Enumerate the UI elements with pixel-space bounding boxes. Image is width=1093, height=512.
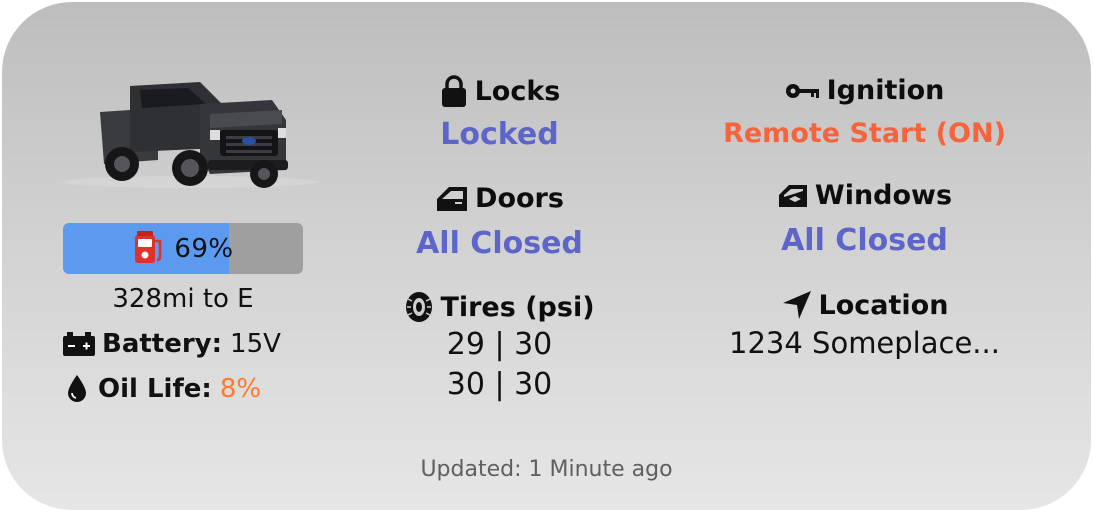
locks-value: Locked bbox=[440, 117, 559, 152]
oil-life-value: 8% bbox=[219, 374, 262, 404]
window-icon bbox=[777, 183, 809, 209]
doors-value: All Closed bbox=[416, 226, 583, 261]
location-value[interactable]: 1234 Someplace... bbox=[729, 326, 1000, 360]
oil-drop-icon bbox=[66, 374, 88, 404]
tires-front: 29 | 30 bbox=[446, 327, 553, 362]
battery-icon bbox=[62, 331, 96, 357]
fuel-percent: 69% bbox=[174, 233, 234, 264]
oil-life-row: Oil Life: 8% bbox=[66, 374, 261, 404]
tires-rear: 30 | 30 bbox=[446, 367, 553, 402]
tires-title: Tires (psi) bbox=[352, 290, 647, 324]
location-label: Location bbox=[818, 289, 949, 321]
windows-title: Windows bbox=[702, 180, 1027, 211]
last-updated: Updated: 1 Minute ago bbox=[420, 457, 673, 482]
battery-row: Battery: 15V bbox=[62, 329, 281, 359]
ignition-label: Ignition bbox=[826, 75, 945, 106]
location-arrow-icon bbox=[781, 289, 813, 321]
windows-label: Windows bbox=[814, 180, 953, 211]
fuel-pump-icon bbox=[132, 229, 164, 269]
vehicle-image bbox=[60, 64, 322, 192]
battery-value: 15V bbox=[230, 329, 281, 359]
ignition-value: Remote Start (ON) bbox=[723, 118, 1006, 149]
battery-label: Battery: bbox=[102, 329, 223, 359]
windows-value: All Closed bbox=[781, 223, 948, 258]
tires-label: Tires (psi) bbox=[440, 291, 595, 323]
ignition-title: Ignition bbox=[702, 75, 1027, 106]
locks-title: Locks bbox=[352, 74, 647, 108]
oil-life-label: Oil Life: bbox=[98, 374, 212, 404]
key-icon bbox=[785, 81, 821, 101]
locks-label: Locks bbox=[474, 75, 561, 107]
tire-icon bbox=[404, 290, 434, 324]
fuel-range: 328mi to E bbox=[112, 284, 254, 314]
doors-title: Doors bbox=[352, 183, 647, 214]
lock-icon bbox=[439, 74, 469, 108]
fuel-level-bar: 69% bbox=[63, 223, 303, 274]
door-icon bbox=[435, 185, 469, 213]
location-title: Location bbox=[702, 289, 1027, 321]
doors-label: Doors bbox=[475, 183, 564, 214]
